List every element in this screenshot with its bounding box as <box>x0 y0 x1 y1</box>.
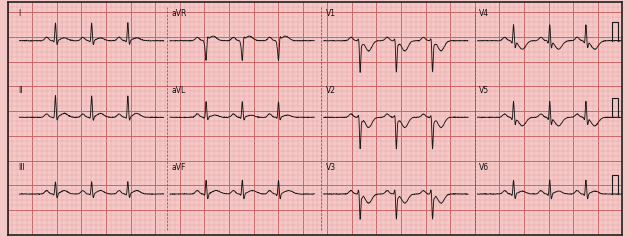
Text: V3: V3 <box>326 163 336 172</box>
Text: aVL: aVL <box>172 86 186 95</box>
Text: V6: V6 <box>479 163 490 172</box>
Text: aVF: aVF <box>172 163 186 172</box>
Text: V2: V2 <box>326 86 335 95</box>
Text: III: III <box>18 163 25 172</box>
Text: V5: V5 <box>479 86 490 95</box>
Text: V1: V1 <box>326 9 335 18</box>
Text: I: I <box>18 9 20 18</box>
Text: aVR: aVR <box>172 9 187 18</box>
Text: V4: V4 <box>479 9 490 18</box>
Text: II: II <box>18 86 23 95</box>
